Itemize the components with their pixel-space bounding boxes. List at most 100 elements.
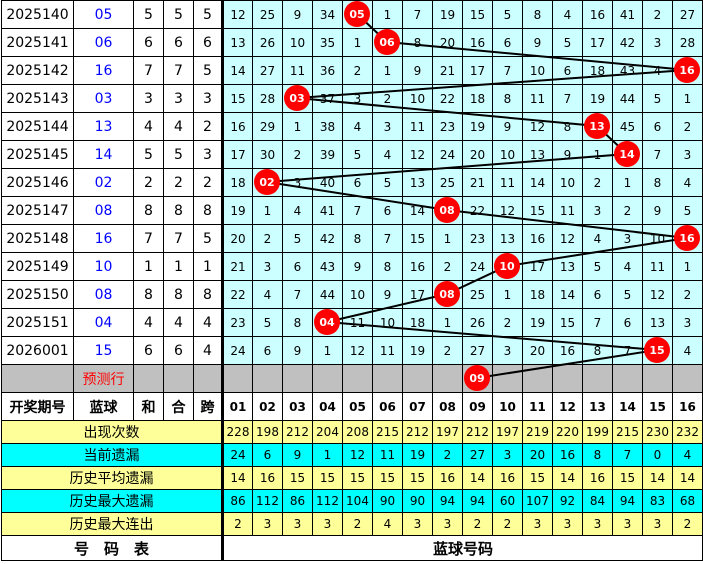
omission-cell: 11: [372, 336, 403, 365]
stat-value: 3: [582, 512, 613, 536]
table-row: 2025146 02 2 2 2 18 3 40 6 5 13 25 21 11 14 10 2 1 8 4: [1, 168, 703, 197]
blue-ball-cell: 06: [73, 28, 134, 57]
omission-cell: 6: [342, 168, 373, 197]
stat-value: 11: [372, 443, 403, 467]
omission-cell: [642, 336, 673, 365]
stat-value: 9: [282, 443, 313, 467]
stat-value: 94: [612, 489, 643, 513]
omission-cell: 4: [582, 224, 613, 253]
omission-cell: 18: [402, 308, 433, 337]
period-cell: 2026001: [1, 336, 74, 365]
span-cell: 8: [193, 196, 223, 225]
omission-cell: 2: [432, 252, 463, 281]
omission-cell: 5: [582, 252, 613, 281]
omission-cell: 21: [221, 252, 253, 281]
stat-value: 14: [552, 466, 583, 490]
span-cell: 5: [193, 224, 223, 253]
omission-cell: 9: [372, 280, 403, 309]
header-sum: 和: [133, 392, 164, 421]
sum-cell: 5: [133, 140, 164, 169]
table-row: 2025144 13 4 4 2 16 29 1 38 4 3 11 23 19 9 12 8 45 6 2: [1, 112, 703, 141]
stat-value: 3: [252, 512, 283, 536]
stat-value: 15: [282, 466, 313, 490]
stat-value: 0: [642, 443, 673, 467]
blue-ball-cell: 14: [73, 140, 134, 169]
omission-cell: 5: [492, 0, 523, 29]
prediction-cell: [432, 364, 463, 393]
omission-cell: 3: [492, 336, 523, 365]
omission-cell: 5: [282, 224, 313, 253]
stat-label: 出现次数: [1, 420, 223, 444]
stat-label: 历史平均遗漏: [1, 466, 223, 490]
omission-cell: [672, 56, 703, 85]
table-row: 2025140 05 5 5 5 12 25 9 34 1 7 19 15 5 8 4 16 41 2 27: [1, 0, 703, 29]
stat-value: 2: [432, 443, 463, 467]
omission-cell: 10: [522, 56, 553, 85]
header-number: 12: [552, 392, 583, 421]
span-cell: 4: [193, 336, 223, 365]
blue-ball-cell: 08: [73, 280, 134, 309]
period-cell: 2025147: [1, 196, 74, 225]
omission-cell: [672, 224, 703, 253]
sum-cell: 4: [133, 308, 164, 337]
omission-cell: 16: [402, 252, 433, 281]
omission-cell: 2: [612, 196, 643, 225]
omission-cell: 4: [252, 280, 283, 309]
omission-cell: 1: [432, 308, 463, 337]
omission-cell: 12: [342, 336, 373, 365]
omission-cell: 6: [492, 28, 523, 57]
stat-value: 4: [672, 443, 703, 467]
omission-cell: 3: [612, 224, 643, 253]
stat-value: 16: [492, 466, 523, 490]
prediction-cell: [312, 364, 343, 393]
omission-cell: 17: [462, 56, 493, 85]
omission-cell: 20: [221, 224, 253, 253]
omission-cell: [252, 168, 283, 197]
stat-value: 228: [221, 420, 253, 444]
omission-cell: 3: [282, 168, 313, 197]
stat-value: 94: [462, 489, 493, 513]
omission-cell: 13: [221, 28, 253, 57]
stat-value: 16: [582, 466, 613, 490]
omission-cell: 6: [582, 280, 613, 309]
stat-value: 6: [252, 443, 283, 467]
omission-cell: 1: [492, 280, 523, 309]
omission-cell: 3: [642, 28, 673, 57]
omission-cell: 26: [252, 28, 283, 57]
footer-right: 蓝球号码: [221, 535, 703, 561]
sum-cell: 8: [133, 280, 164, 309]
table-row: 2025141 06 6 6 6 13 26 10 35 1 8 20 16 6 9 5 17 42 3 28: [1, 28, 703, 57]
omission-cell: 9: [492, 112, 523, 141]
prediction-cell: [612, 364, 643, 393]
omission-cell: 13: [522, 140, 553, 169]
stat-value: 197: [492, 420, 523, 444]
period-cell: 2025140: [1, 0, 74, 29]
table-row: 2025143 03 3 3 3 15 28 37 3 2 10 22 18 8 11 7 19 44 5 1: [1, 84, 703, 113]
omission-cell: 11: [492, 168, 523, 197]
omission-cell: 16: [522, 224, 553, 253]
omission-cell: 7: [372, 224, 403, 253]
stat-value: 14: [221, 466, 253, 490]
header-number: 11: [522, 392, 553, 421]
blue-ball-cell: 16: [73, 56, 134, 85]
omission-cell: [312, 308, 343, 337]
omission-cell: 3: [672, 140, 703, 169]
header-number: 03: [282, 392, 313, 421]
prediction-cell: [221, 364, 253, 393]
blue-ball-cell: 02: [73, 168, 134, 197]
omission-cell: 35: [312, 28, 343, 57]
stat-value: 3: [612, 512, 643, 536]
omission-cell: 11: [402, 112, 433, 141]
omission-cell: 36: [312, 56, 343, 85]
omission-cell: 42: [612, 28, 643, 57]
omission-cell: 9: [342, 252, 373, 281]
omission-cell: 8: [552, 112, 583, 141]
prediction-cell: [372, 364, 403, 393]
omission-cell: 43: [612, 56, 643, 85]
omission-cell: 24: [462, 252, 493, 281]
sum-cell: 6: [133, 28, 164, 57]
omission-cell: [372, 28, 403, 57]
stat-value: 104: [342, 489, 373, 513]
span-cell: 8: [193, 280, 223, 309]
